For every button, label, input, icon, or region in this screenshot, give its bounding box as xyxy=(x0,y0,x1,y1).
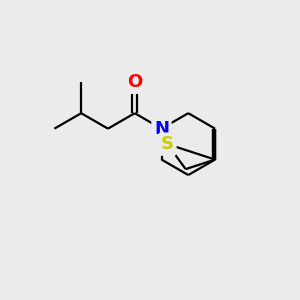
Text: S: S xyxy=(161,135,174,153)
Text: O: O xyxy=(127,73,142,91)
Text: N: N xyxy=(154,120,169,138)
